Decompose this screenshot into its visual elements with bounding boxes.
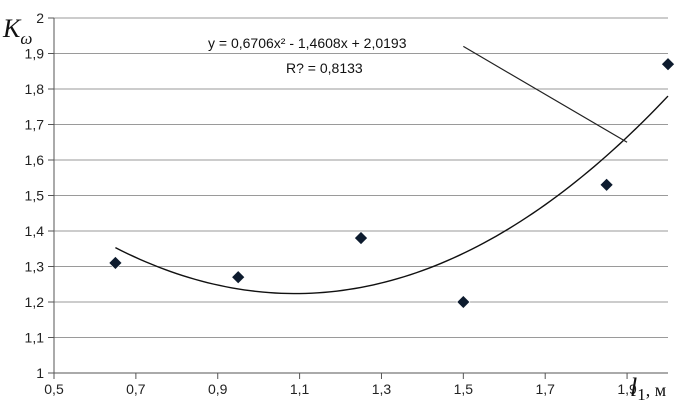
y-tick-label: 1,4 xyxy=(25,223,45,239)
data-point xyxy=(108,256,123,270)
x-tick-label: 0,9 xyxy=(208,381,228,397)
x-tick-label: 0,7 xyxy=(126,381,146,397)
data-point xyxy=(354,231,368,246)
y-tick-label: 1 xyxy=(36,365,44,381)
x-tick-label: 0,5 xyxy=(44,381,64,397)
data-point xyxy=(231,270,246,285)
x-axis-subscript: 1 xyxy=(637,385,646,404)
y-axis-symbol: K xyxy=(2,14,22,43)
x-tick-label: 1,7 xyxy=(535,381,555,397)
x-tick-label: 1,3 xyxy=(372,381,392,397)
x-axis-symbol: l xyxy=(630,373,637,402)
x-axis-title: l1, м xyxy=(630,373,666,404)
y-tick-label: 1,9 xyxy=(25,46,45,62)
x-tick-label: 1,1 xyxy=(290,381,310,397)
trendline-group xyxy=(115,45,669,295)
axes xyxy=(48,17,668,379)
x-tick-label: 1,5 xyxy=(454,381,474,397)
y-tick-label: 1,8 xyxy=(25,81,45,97)
trendline xyxy=(115,95,669,295)
y-tick-label: 2 xyxy=(36,10,44,26)
trendline-equation: y = 0,6706x² - 1,4608x + 2,0193 xyxy=(208,35,407,51)
data-point xyxy=(599,177,614,192)
y-tick-label: 1,6 xyxy=(25,152,45,168)
y-axis-title: Kω xyxy=(2,14,32,48)
data-point xyxy=(661,57,675,72)
tick-labels: 1 1,1 1,2 1,3 1,4 1,5 1,6 1,7 1,8 1,9 2 0,5 0,7 0,9 1,… xyxy=(25,10,637,397)
data-point xyxy=(456,295,471,309)
y-tick-label: 1,1 xyxy=(25,330,45,346)
y-tick-label: 1,3 xyxy=(25,259,45,275)
y-tick-label: 1,5 xyxy=(25,188,45,204)
x-tick-label: 1,9 xyxy=(617,381,637,397)
data-points xyxy=(108,57,675,309)
x-axis-unit: , м xyxy=(646,380,666,400)
r-squared-label: R? = 0,8133 xyxy=(286,60,363,76)
y-tick-label: 1,7 xyxy=(25,117,45,133)
equation-leader-line xyxy=(463,45,628,143)
y-axis-subscript: ω xyxy=(20,29,32,48)
y-tick-label: 1,2 xyxy=(25,294,45,310)
